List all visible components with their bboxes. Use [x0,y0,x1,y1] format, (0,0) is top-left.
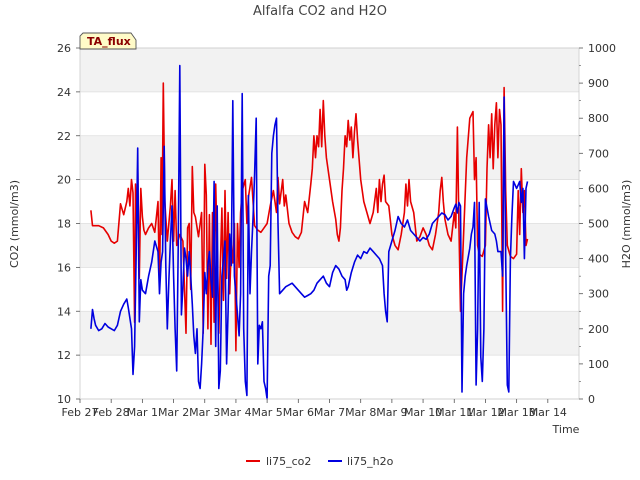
x-tick-label: Mar 6 [283,406,314,419]
x-tick-label: Mar 14 [529,406,567,419]
x-tick-label: Feb 27 [62,406,99,419]
left-tick-label: 10 [57,393,71,406]
right-tick-label: 700 [588,147,609,160]
series-layer [90,64,529,400]
right-tick-label: 1000 [588,42,616,55]
right-tick-label: 500 [588,218,609,231]
x-tick-label: Mar 5 [252,406,283,419]
legend: li75_co2 li75_h2o [246,455,394,468]
x-tick-label: Mar 11 [435,406,473,419]
plot-band [80,267,579,312]
right-tick-label: 100 [588,358,609,371]
x-tick-label: Mar 12 [466,406,504,419]
right-tick-label: 300 [588,288,609,301]
left-axis-label: CO2 (mmol/m3) [8,180,21,268]
x-tick-label: Mar 1 [127,406,158,419]
x-tick-label: Mar 9 [376,406,407,419]
legend-label-h2o: li75_h2o [347,455,394,468]
plot-band [80,355,579,399]
left-tick-label: 22 [57,130,71,143]
x-tick-label: Mar 7 [314,406,345,419]
chart-title: Alfalfa CO2 and H2O [253,4,387,19]
right-tick-label: 0 [588,393,595,406]
badge-label: TA_flux [87,35,131,48]
left-tick-label: 20 [57,174,71,187]
x-tick-label: Mar 8 [345,406,376,419]
x-tick-label: Mar 2 [158,406,189,419]
x-tick-label: Mar 3 [189,406,220,419]
left-axis-ticks: 10 12 14 16 18 20 22 24 26 [57,42,80,406]
right-tick-label: 600 [588,182,609,195]
right-tick-label: 200 [588,323,609,336]
ta-flux-badge: TA_flux [79,32,137,50]
left-tick-label: 16 [57,261,71,274]
x-tick-label: Mar 13 [498,406,536,419]
right-tick-label: 800 [588,112,609,125]
left-tick-label: 26 [57,42,71,55]
plot-band [80,311,579,356]
left-tick-label: 24 [57,86,71,99]
x-tick-label: Feb 28 [93,406,130,419]
right-tick-label: 400 [588,253,609,266]
x-tick-label: Mar 10 [404,406,442,419]
right-axis-ticks: 0 100 200 300 400 500 600 700 800 900 1000 [579,42,616,406]
right-axis-label: H2O (mmol/m3) [620,180,633,269]
right-tick-label: 900 [588,77,609,90]
left-tick-label: 12 [57,349,71,362]
left-tick-label: 14 [57,305,71,318]
legend-label-co2: li75_co2 [266,455,311,468]
left-tick-label: 18 [57,218,71,231]
series-line-li75_h2o [90,64,529,400]
x-axis-label: Time [552,423,580,436]
x-tick-label: Mar 4 [220,406,251,419]
plot-band [80,48,579,92]
badge-box [79,32,137,50]
